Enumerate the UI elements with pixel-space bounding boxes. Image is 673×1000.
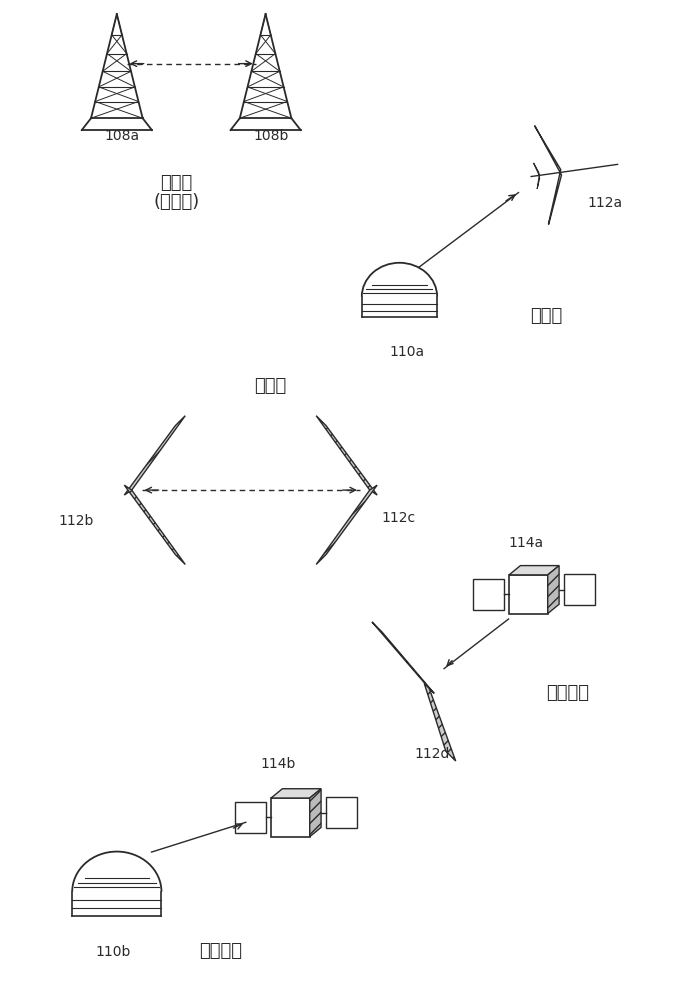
Text: 110b: 110b — [95, 945, 131, 959]
Bar — [271, 798, 310, 837]
Polygon shape — [310, 789, 321, 837]
Text: 114b: 114b — [260, 757, 296, 771]
Text: 地对空: 地对空 — [530, 307, 563, 325]
Text: 112c: 112c — [382, 511, 416, 525]
Polygon shape — [534, 163, 539, 175]
Text: 地对太空: 地对太空 — [199, 942, 242, 960]
Text: 地对地: 地对地 — [160, 174, 192, 192]
Bar — [473, 579, 504, 610]
Polygon shape — [509, 566, 559, 575]
Polygon shape — [535, 126, 561, 224]
Bar — [235, 802, 266, 833]
Text: 112b: 112b — [59, 514, 94, 528]
Text: (塔对塔): (塔对塔) — [153, 193, 199, 211]
Polygon shape — [316, 485, 377, 564]
Bar — [326, 797, 357, 828]
Polygon shape — [316, 416, 377, 495]
Text: 114a: 114a — [509, 536, 544, 550]
Text: 空对太空: 空对太空 — [546, 684, 590, 702]
Polygon shape — [125, 416, 185, 495]
Text: 空对空: 空对空 — [254, 377, 287, 395]
Text: 110a: 110a — [390, 345, 425, 359]
Polygon shape — [424, 683, 456, 761]
Polygon shape — [271, 789, 321, 798]
Polygon shape — [125, 485, 185, 564]
Polygon shape — [548, 566, 559, 614]
Bar — [564, 574, 595, 605]
Text: 112a: 112a — [588, 196, 623, 210]
Bar — [509, 575, 548, 614]
Text: 108a: 108a — [105, 129, 140, 143]
Text: 112d: 112d — [415, 747, 450, 761]
Text: 108b: 108b — [254, 129, 289, 143]
Polygon shape — [372, 622, 434, 693]
Polygon shape — [537, 175, 540, 189]
